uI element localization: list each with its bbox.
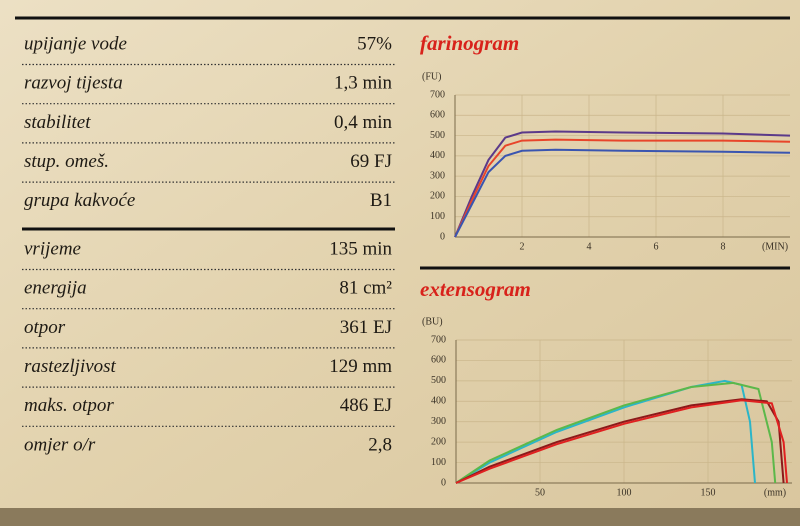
y-tick-label: 300 xyxy=(431,416,446,427)
curve xyxy=(454,138,791,238)
row-label: stabilitet xyxy=(24,112,91,133)
row-value: 81 cm² xyxy=(339,278,392,299)
row-label: vrijeme xyxy=(24,238,81,259)
y-tick-label: 400 xyxy=(431,396,446,407)
x-tick-label: 150 xyxy=(701,487,716,498)
row-label: grupa kakvoće xyxy=(24,190,135,211)
y-tick-label: 0 xyxy=(441,477,446,488)
curve xyxy=(455,399,788,484)
x-tick-label: 8 xyxy=(721,241,726,252)
y-axis-label: (BU) xyxy=(422,316,443,327)
y-tick-label: 600 xyxy=(430,110,445,121)
y-tick-label: 0 xyxy=(440,231,445,242)
y-tick-label: 500 xyxy=(431,375,446,386)
row-value: 129 mm xyxy=(329,356,392,377)
row-value: 1,3 min xyxy=(334,73,393,94)
row-label: upijanje vode xyxy=(24,33,127,54)
y-tick-label: 300 xyxy=(430,170,445,181)
x-tick-label: 4 xyxy=(587,241,592,252)
y-tick-label: 700 xyxy=(430,89,445,100)
y-tick-label: 700 xyxy=(431,334,446,345)
y-tick-label: 500 xyxy=(430,130,445,141)
x-tick-label: 100 xyxy=(617,487,632,498)
y-axis-label: (FU) xyxy=(422,71,441,82)
row-label: rastezljivost xyxy=(24,356,117,377)
row-value: 69 FJ xyxy=(350,151,392,172)
row-value: 0,4 min xyxy=(334,112,393,133)
row-label: omjer o/r xyxy=(24,434,96,455)
row-label: razvoj tijesta xyxy=(24,73,123,94)
curve xyxy=(454,130,791,238)
row-label: stup. omeš. xyxy=(24,151,109,172)
chart-title: extensogram xyxy=(420,277,531,301)
row-value: 2,8 xyxy=(368,434,392,455)
bottom-band xyxy=(0,508,800,526)
y-tick-label: 100 xyxy=(431,457,446,468)
row-value: B1 xyxy=(370,190,392,211)
x-axis-label: (MIN) xyxy=(762,241,788,252)
row-label: maks. otpor xyxy=(24,395,114,416)
curve xyxy=(454,148,791,238)
curve xyxy=(455,381,777,484)
row-value: 57% xyxy=(357,33,392,54)
y-tick-label: 100 xyxy=(430,211,445,222)
row-value: 135 min xyxy=(329,238,392,259)
row-value: 486 EJ xyxy=(340,395,392,416)
y-tick-label: 200 xyxy=(431,436,446,447)
y-tick-label: 200 xyxy=(430,191,445,202)
x-tick-label: 6 xyxy=(654,241,659,252)
x-tick-label: 2 xyxy=(520,241,525,252)
row-label: otpor xyxy=(24,317,66,338)
x-tick-label: 50 xyxy=(535,487,545,498)
y-tick-label: 600 xyxy=(431,355,446,366)
row-label: energija xyxy=(24,278,87,299)
y-tick-label: 400 xyxy=(430,150,445,161)
x-axis-label: (mm) xyxy=(764,487,786,498)
row-value: 361 EJ xyxy=(340,317,392,338)
chart-title: farinogram xyxy=(420,31,519,55)
